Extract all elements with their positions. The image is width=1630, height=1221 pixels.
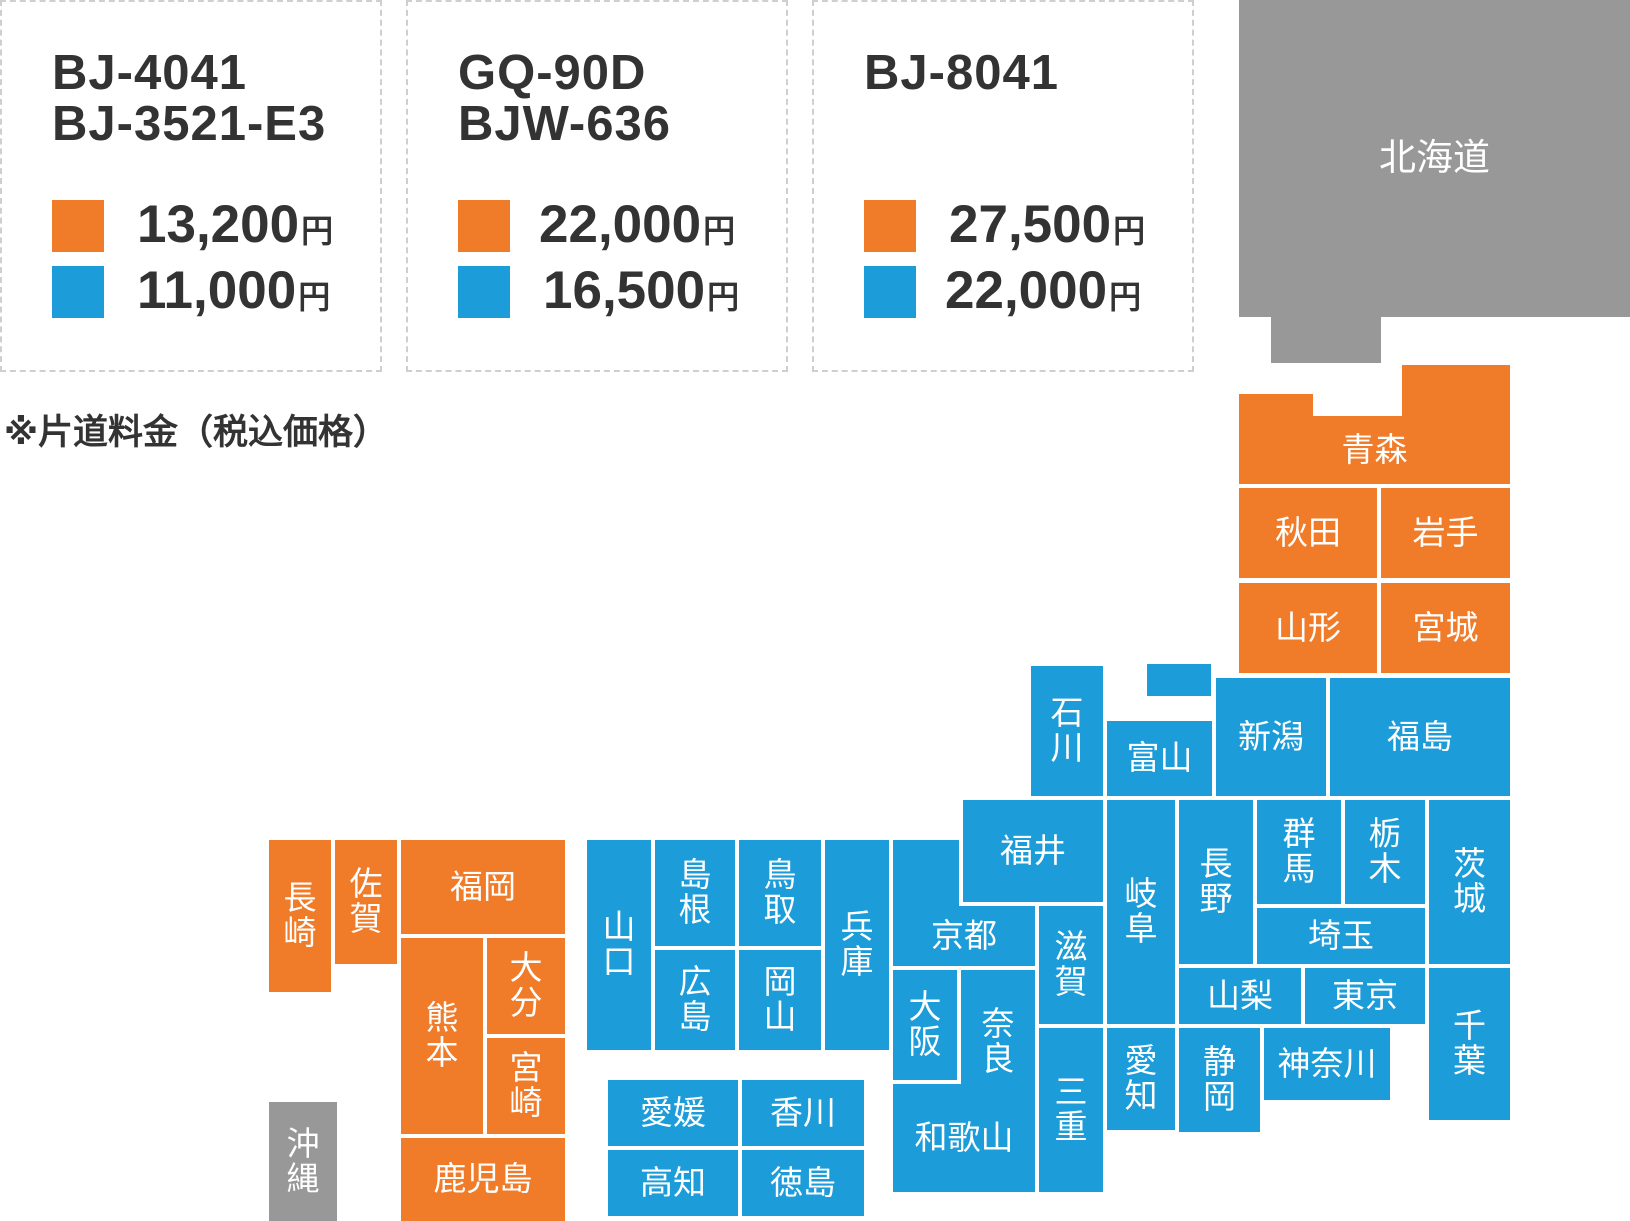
pref-mie: 三重 bbox=[1039, 1028, 1103, 1192]
pref-yamagata: 山形 bbox=[1239, 583, 1377, 673]
pref-osaka: 大阪 bbox=[893, 970, 957, 1080]
model-name: BJ-4041 bbox=[52, 46, 247, 100]
pref-shimane: 島根 bbox=[655, 840, 735, 946]
pref-gifu: 岐阜 bbox=[1107, 800, 1175, 1024]
pref-shiga: 滋賀 bbox=[1039, 906, 1103, 1024]
pref-yamaguchi: 山口 bbox=[587, 840, 651, 1050]
pref-miyazaki: 宮崎 bbox=[487, 1038, 565, 1134]
pref-hiroshima: 広島 bbox=[655, 950, 735, 1050]
model-name: BJ-3521-E3 bbox=[52, 97, 327, 151]
blue-price: 11,000円 bbox=[137, 261, 331, 320]
pref-shizuoka: 静岡 bbox=[1179, 1028, 1260, 1132]
pref-kagoshima: 鹿児島 bbox=[401, 1138, 565, 1221]
pref-saga: 佐賀 bbox=[335, 840, 397, 964]
fare-note: ※片道料金（税込価格） bbox=[4, 413, 389, 453]
price-card-2: GQ-90D BJW-636 22,000円 16,500円 bbox=[406, 0, 788, 372]
price-card-1: BJ-4041 BJ-3521-E3 13,200円 11,000円 bbox=[0, 0, 382, 372]
model-list: GQ-90D BJW-636 bbox=[458, 48, 671, 150]
orange-price: 22,000円 bbox=[539, 195, 736, 254]
sado-island bbox=[1147, 664, 1211, 696]
pref-fukushima: 福島 bbox=[1330, 678, 1510, 796]
pref-kyoto: 京都 bbox=[893, 906, 1035, 966]
blue-swatch bbox=[864, 266, 916, 318]
pref-ehime: 愛媛 bbox=[608, 1080, 738, 1146]
model-list: BJ-8041 bbox=[864, 48, 1059, 99]
model-name: BJW-636 bbox=[458, 97, 671, 151]
blue-swatch bbox=[458, 266, 510, 318]
orange-price: 27,500円 bbox=[949, 195, 1146, 254]
pref-nagano: 長野 bbox=[1179, 800, 1253, 964]
pref-hokkaido: 北海道 bbox=[1239, 0, 1630, 317]
model-name: GQ-90D bbox=[458, 46, 647, 100]
aomori-peninsula-right bbox=[1402, 365, 1510, 418]
model-name: BJ-8041 bbox=[864, 46, 1059, 100]
model-list: BJ-4041 BJ-3521-E3 bbox=[52, 48, 326, 150]
pref-okayama: 岡山 bbox=[739, 950, 821, 1050]
pref-ishikawa: 石川 bbox=[1031, 666, 1103, 796]
pref-tokushima: 徳島 bbox=[742, 1150, 864, 1216]
pref-chiba: 千葉 bbox=[1429, 968, 1510, 1120]
orange-swatch bbox=[864, 200, 916, 252]
price-card-3: BJ-8041 27,500円 22,000円 bbox=[812, 0, 1194, 372]
pref-niigata: 新潟 bbox=[1216, 678, 1326, 796]
pref-saitama: 埼玉 bbox=[1257, 908, 1425, 964]
pref-miyagi: 宮城 bbox=[1381, 583, 1510, 673]
orange-price: 13,200円 bbox=[137, 195, 334, 254]
pref-nagasaki: 長崎 bbox=[269, 840, 331, 992]
pref-toyama: 富山 bbox=[1107, 721, 1212, 796]
pref-okinawa: 沖縄 bbox=[269, 1102, 337, 1221]
pref-yamanashi: 山梨 bbox=[1179, 968, 1301, 1024]
orange-swatch bbox=[458, 200, 510, 252]
hokkaido-peninsula bbox=[1271, 315, 1381, 363]
pref-aichi: 愛知 bbox=[1107, 1028, 1175, 1130]
pref-kumamoto: 熊本 bbox=[401, 938, 483, 1134]
pref-kagawa: 香川 bbox=[742, 1080, 864, 1146]
pref-gunma: 群馬 bbox=[1257, 800, 1341, 904]
pref-fukui: 福井 bbox=[963, 800, 1103, 902]
pref-tottori: 鳥取 bbox=[739, 840, 821, 946]
pref-akita: 秋田 bbox=[1239, 488, 1377, 578]
pref-tochigi: 栃木 bbox=[1345, 800, 1425, 904]
pref-fukuoka: 福岡 bbox=[401, 840, 565, 934]
aomori-peninsula-left bbox=[1239, 394, 1313, 418]
pref-ibaraki: 茨城 bbox=[1429, 800, 1510, 964]
pref-kanagawa: 神奈川 bbox=[1264, 1028, 1390, 1100]
pref-wakayama: 和歌山 bbox=[893, 1084, 1035, 1192]
blue-price: 22,000円 bbox=[945, 261, 1142, 320]
orange-swatch bbox=[52, 200, 104, 252]
pref-hyogo: 兵庫 bbox=[825, 840, 889, 1050]
blue-swatch bbox=[52, 266, 104, 318]
pref-aomori: 青森 bbox=[1239, 416, 1510, 484]
pref-oita: 大分 bbox=[487, 938, 565, 1034]
blue-price: 16,500円 bbox=[543, 261, 740, 320]
kyoto-north bbox=[893, 840, 959, 910]
pref-tokyo: 東京 bbox=[1305, 968, 1425, 1024]
pref-iwate: 岩手 bbox=[1381, 488, 1510, 578]
pref-kochi: 高知 bbox=[608, 1150, 738, 1216]
